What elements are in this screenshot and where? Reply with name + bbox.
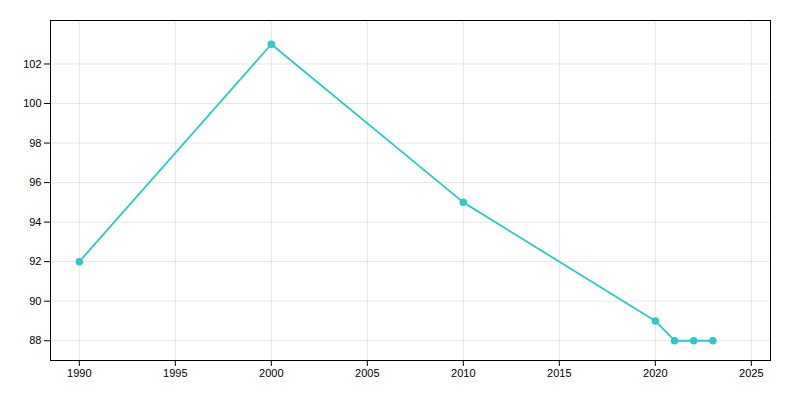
svg-text:88: 88 [29, 334, 41, 346]
svg-text:2000: 2000 [259, 367, 283, 379]
svg-text:96: 96 [29, 176, 41, 188]
svg-text:90: 90 [29, 295, 41, 307]
svg-text:92: 92 [29, 255, 41, 267]
svg-text:102: 102 [23, 58, 41, 70]
svg-text:1995: 1995 [163, 367, 187, 379]
svg-text:98: 98 [29, 137, 41, 149]
svg-text:2025: 2025 [739, 367, 763, 379]
svg-text:2015: 2015 [547, 367, 571, 379]
svg-text:2020: 2020 [643, 367, 667, 379]
svg-text:2010: 2010 [451, 367, 475, 379]
svg-text:94: 94 [29, 216, 41, 228]
svg-text:1990: 1990 [67, 367, 91, 379]
svg-text:2005: 2005 [355, 367, 379, 379]
svg-text:100: 100 [23, 97, 41, 109]
